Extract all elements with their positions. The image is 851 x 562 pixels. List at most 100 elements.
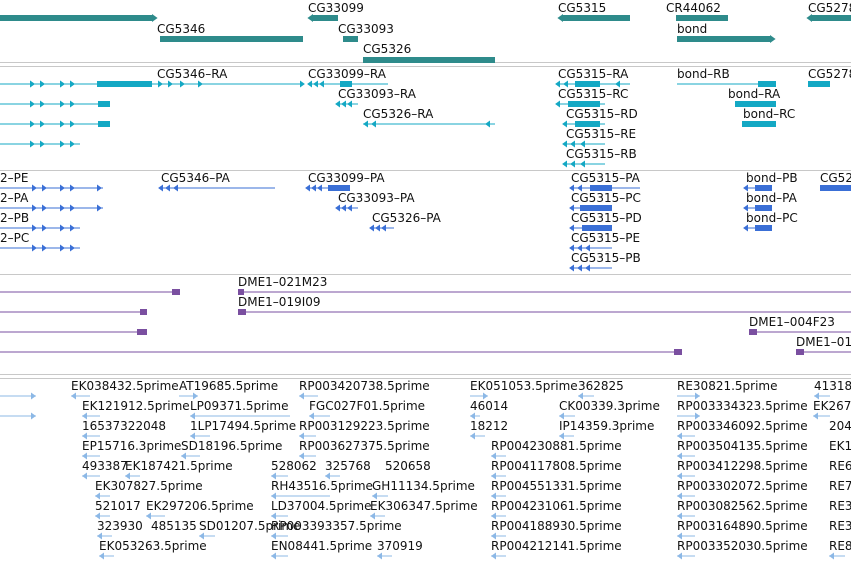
feature-block[interactable] xyxy=(676,15,728,21)
feature-label[interactable]: CG5346–RA xyxy=(157,67,228,81)
feature-label[interactable]: AT19685.5prime xyxy=(179,379,278,393)
feature-label[interactable]: DME1–021M23 xyxy=(238,275,327,289)
feature-label[interactable]: GH11134.5prime xyxy=(372,479,475,493)
feature-label[interactable]: EK267 xyxy=(813,399,851,413)
feature-label[interactable]: CG5278 xyxy=(808,67,851,81)
feature-block[interactable] xyxy=(582,225,612,231)
feature-block[interactable] xyxy=(590,185,612,191)
feature-label[interactable]: 2–PA xyxy=(0,191,29,205)
feature-label[interactable]: 41318 xyxy=(814,379,851,393)
feature-label[interactable]: 46014 xyxy=(470,399,508,413)
feature-label[interactable]: CG33099 xyxy=(308,1,364,15)
feature-label[interactable]: 2–PC xyxy=(0,231,29,245)
feature-label[interactable]: RE3 xyxy=(829,499,851,513)
feature-label[interactable]: CG5326–RA xyxy=(363,107,434,121)
feature-label[interactable]: 16537322048 xyxy=(82,419,166,433)
feature-label[interactable]: RE30821.5prime xyxy=(677,379,778,393)
feature-block[interactable] xyxy=(575,121,600,127)
feature-label[interactable]: CG33099–RA xyxy=(308,67,387,81)
feature-label[interactable]: CG5346–PA xyxy=(161,171,231,185)
feature-label[interactable]: 2–PE xyxy=(0,171,28,185)
feature-block[interactable] xyxy=(742,121,776,127)
feature-label[interactable]: 528062 xyxy=(271,459,317,473)
feature-block[interactable] xyxy=(580,205,612,211)
feature-label[interactable]: CG5315–PC xyxy=(571,191,641,205)
feature-label[interactable]: RP004188930.5prime xyxy=(491,519,622,533)
feature-block[interactable] xyxy=(563,15,630,21)
feature-label[interactable]: SD18196.5prime xyxy=(181,439,282,453)
feature-label[interactable]: EK038432.5prime xyxy=(71,379,179,393)
feature-label[interactable]: RE7 xyxy=(829,479,851,493)
feature-label[interactable]: 204 xyxy=(829,419,851,433)
feature-label[interactable]: 2–PB xyxy=(0,211,29,225)
feature-block[interactable] xyxy=(755,205,772,211)
feature-block[interactable] xyxy=(575,81,600,87)
feature-label[interactable]: LP09371.5prime xyxy=(190,399,289,413)
feature-label[interactable]: RP004231061.5prime xyxy=(491,499,622,513)
feature-block[interactable] xyxy=(735,101,776,107)
feature-block[interactable] xyxy=(172,289,180,295)
feature-label[interactable]: EK187421.5prime xyxy=(125,459,233,473)
feature-label[interactable]: bond xyxy=(677,22,707,36)
feature-label[interactable]: CG33093–PA xyxy=(338,191,415,205)
feature-label[interactable]: CG5278 xyxy=(808,1,851,15)
feature-block[interactable] xyxy=(137,329,147,335)
feature-block[interactable] xyxy=(238,309,246,315)
feature-label[interactable]: EN08441.5prime xyxy=(271,539,372,553)
feature-block[interactable] xyxy=(755,185,772,191)
feature-label[interactable]: RP003420738.5prime xyxy=(299,379,430,393)
feature-label[interactable]: DME1–004F23 xyxy=(749,315,835,329)
feature-label[interactable]: RP003504135.5prime xyxy=(677,439,808,453)
feature-label[interactable]: RP004117808.5prime xyxy=(491,459,622,473)
feature-label[interactable]: 493387 xyxy=(82,459,128,473)
feature-block[interactable] xyxy=(160,36,303,42)
feature-label[interactable]: bond–RC xyxy=(743,107,795,121)
feature-label[interactable]: 18212 xyxy=(470,419,508,433)
feature-block[interactable] xyxy=(238,289,244,295)
feature-label[interactable]: CG5315–RD xyxy=(566,107,638,121)
feature-label[interactable]: RP003346092.5prime xyxy=(677,419,808,433)
feature-label[interactable]: FGC027F01.5prime xyxy=(309,399,425,413)
feature-label[interactable]: 323930 xyxy=(97,519,143,533)
feature-label[interactable]: bond–PB xyxy=(746,171,798,185)
feature-label[interactable]: bond–RA xyxy=(728,87,781,101)
feature-block[interactable] xyxy=(98,121,110,127)
feature-label[interactable]: EP15716.3prime xyxy=(82,439,181,453)
feature-label[interactable]: RP003393357.5prime xyxy=(271,519,402,533)
feature-block[interactable] xyxy=(98,101,110,107)
feature-block[interactable] xyxy=(674,349,682,355)
feature-label[interactable]: CG5326 xyxy=(363,42,411,56)
feature-label[interactable]: RE6 xyxy=(829,459,851,473)
feature-label[interactable]: RP003082562.5prime xyxy=(677,499,808,513)
feature-label[interactable]: CG5315–RE xyxy=(566,127,636,141)
feature-label[interactable]: bond–PC xyxy=(746,211,798,225)
feature-label[interactable]: CG33093 xyxy=(338,22,394,36)
feature-label[interactable]: EK1 xyxy=(829,439,851,453)
feature-label[interactable]: EK121912.5prime xyxy=(82,399,190,413)
feature-block[interactable] xyxy=(808,81,830,87)
feature-label[interactable]: CG33093–RA xyxy=(338,87,417,101)
feature-label[interactable]: DME1–01 xyxy=(796,335,851,349)
feature-label[interactable]: RP003334323.5prime xyxy=(677,399,808,413)
feature-label[interactable]: RP003164890.5prime xyxy=(677,519,808,533)
feature-label[interactable]: CG33099–PA xyxy=(308,171,385,185)
feature-label[interactable]: 362825 xyxy=(578,379,624,393)
feature-block[interactable] xyxy=(97,81,152,87)
feature-block[interactable] xyxy=(820,185,851,191)
feature-label[interactable]: SD01207.5prime xyxy=(199,519,300,533)
feature-block[interactable] xyxy=(812,15,851,21)
feature-label[interactable]: RP004212141.5prime xyxy=(491,539,622,553)
feature-label[interactable]: CG5326–PA xyxy=(372,211,442,225)
feature-label[interactable]: EK051053.5prime xyxy=(470,379,578,393)
feature-block[interactable] xyxy=(340,81,352,87)
feature-label[interactable]: IP14359.3prime xyxy=(559,419,654,433)
feature-label[interactable]: RP003129223.5prime xyxy=(299,419,430,433)
feature-label[interactable]: EK297206.5prime xyxy=(146,499,254,513)
feature-label[interactable]: 520658 xyxy=(385,459,431,473)
feature-label[interactable]: RE3 xyxy=(829,519,851,533)
feature-label[interactable]: DME1–019I09 xyxy=(238,295,321,309)
feature-label[interactable]: CG5315–PA xyxy=(571,171,641,185)
feature-label[interactable]: 521017 xyxy=(95,499,141,513)
feature-label[interactable]: RP004551331.5prime xyxy=(491,479,622,493)
feature-label[interactable]: RH43516.5prime xyxy=(271,479,373,493)
